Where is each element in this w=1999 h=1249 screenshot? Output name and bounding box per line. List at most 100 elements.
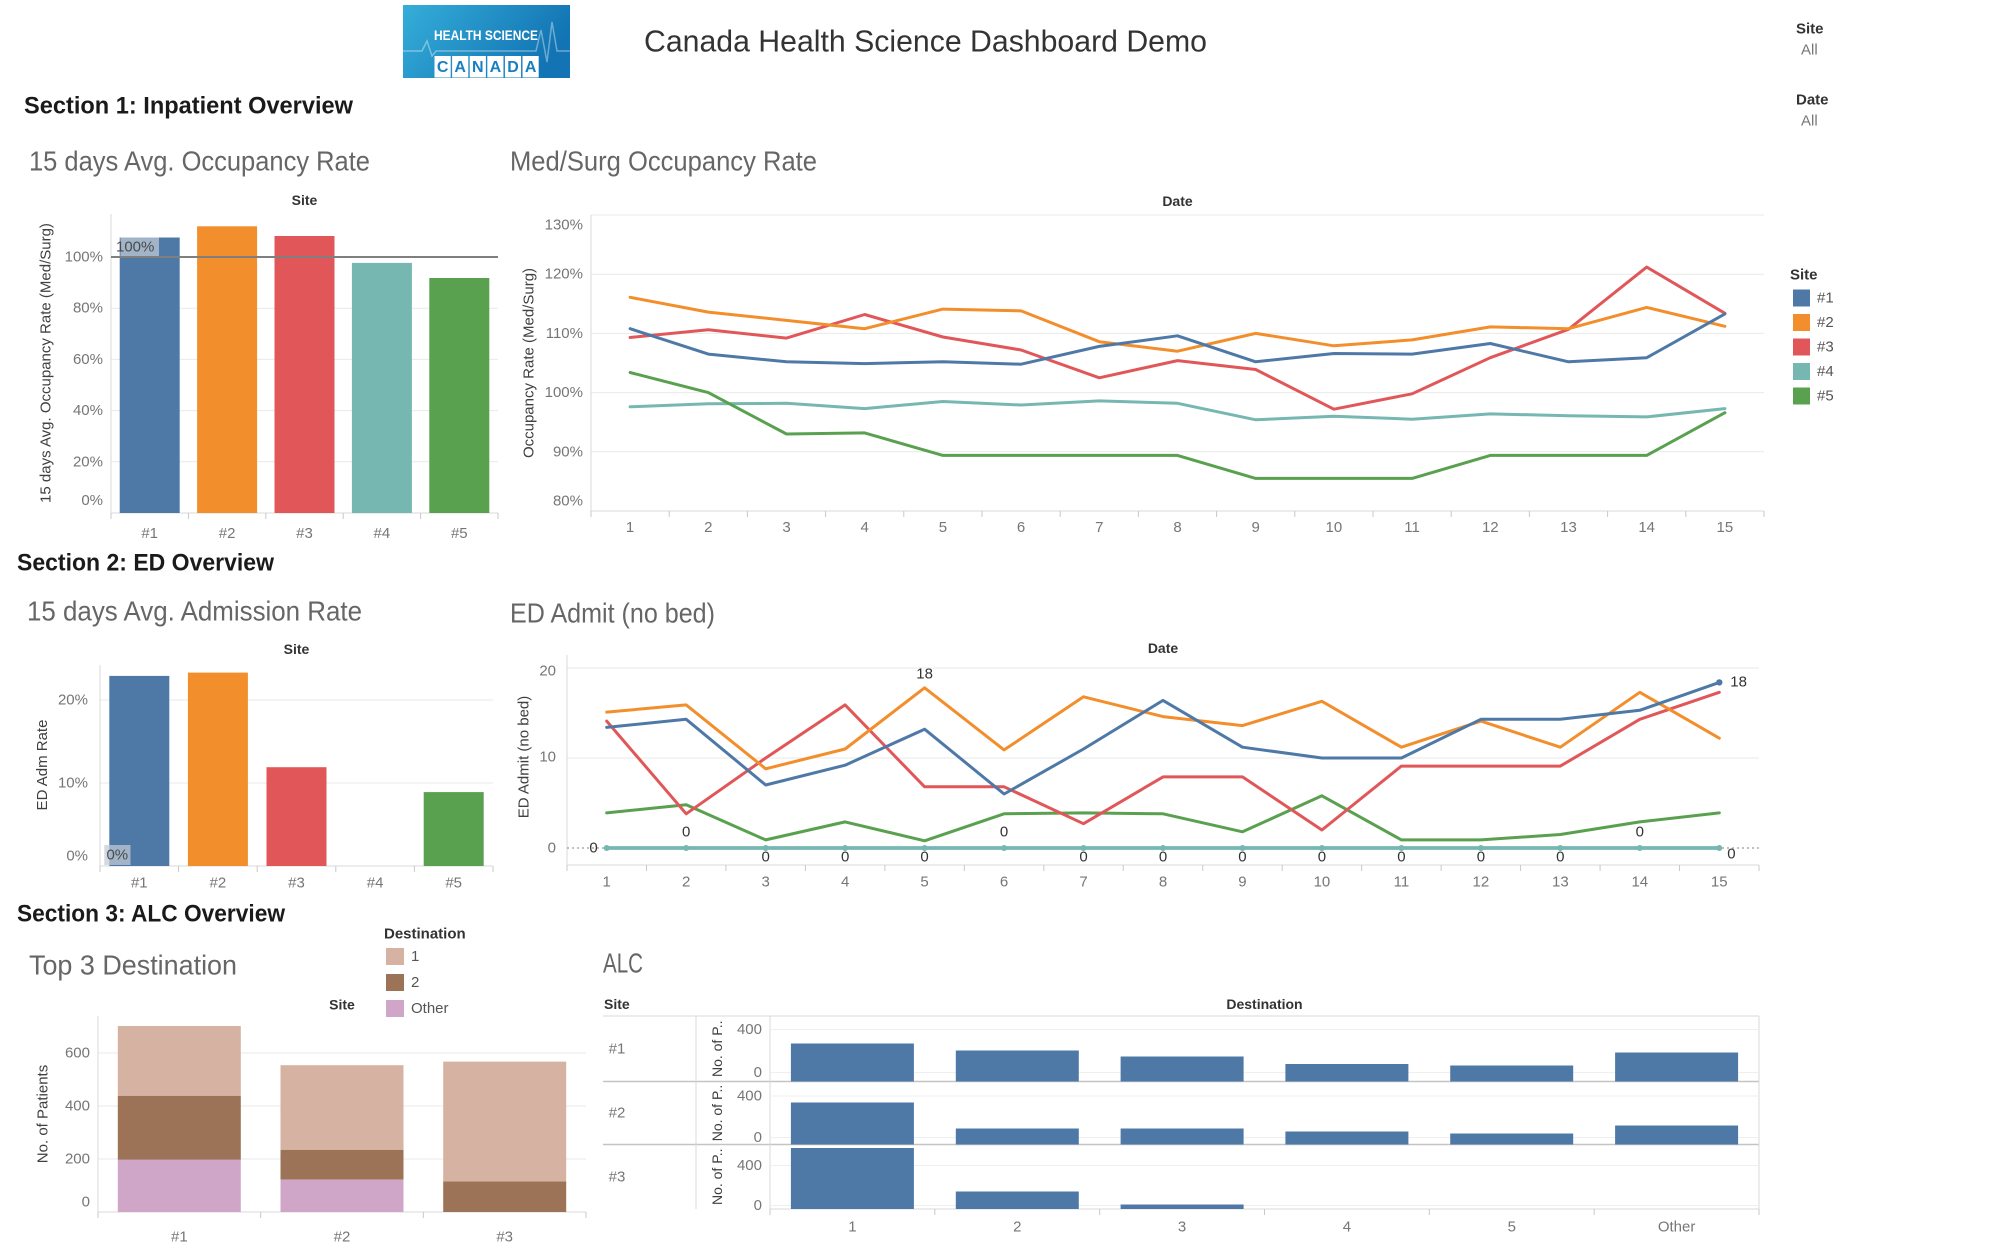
svg-text:4: 4 — [841, 874, 849, 891]
svg-text:Other: Other — [411, 1000, 449, 1017]
svg-text:#4: #4 — [367, 875, 384, 892]
svg-text:0: 0 — [754, 1064, 762, 1081]
svg-text:0%: 0% — [66, 848, 88, 865]
svg-text:#1: #1 — [131, 875, 148, 892]
svg-text:2: 2 — [682, 874, 690, 891]
svg-text:No. of P..: No. of P.. — [709, 1020, 725, 1077]
svg-text:5: 5 — [939, 519, 947, 536]
svg-text:No. of P..: No. of P.. — [709, 1148, 725, 1205]
svg-text:No. of P..: No. of P.. — [709, 1085, 725, 1142]
svg-text:7: 7 — [1079, 874, 1087, 891]
svg-text:#2: #2 — [1817, 314, 1834, 331]
svg-text:100%: 100% — [65, 249, 103, 266]
svg-text:ED Admit (no bed): ED Admit (no bed) — [510, 598, 715, 629]
svg-text:0: 0 — [1477, 849, 1485, 866]
svg-text:#3: #3 — [1817, 339, 1834, 356]
svg-text:Med/Surg Occupancy Rate: Med/Surg Occupancy Rate — [510, 146, 817, 177]
svg-text:0: 0 — [1727, 846, 1735, 863]
svg-text:#1: #1 — [171, 1229, 188, 1246]
svg-text:14: 14 — [1638, 519, 1655, 536]
svg-text:#3: #3 — [296, 525, 313, 542]
svg-text:A: A — [525, 59, 537, 76]
svg-text:20: 20 — [539, 663, 556, 680]
svg-text:#1: #1 — [609, 1040, 626, 1057]
svg-text:ED Adm Rate: ED Adm Rate — [34, 720, 51, 811]
svg-text:15: 15 — [1717, 519, 1734, 536]
svg-text:#4: #4 — [374, 525, 391, 542]
svg-text:10%: 10% — [58, 775, 88, 792]
svg-text:8: 8 — [1159, 874, 1167, 891]
svg-text:18: 18 — [916, 666, 933, 683]
svg-text:15 days Avg. Occupancy Rate: 15 days Avg. Occupancy Rate — [29, 146, 370, 177]
svg-text:4: 4 — [861, 519, 869, 536]
svg-text:1: 1 — [603, 874, 611, 891]
svg-text:Other: Other — [1658, 1219, 1696, 1236]
svg-text:100%: 100% — [545, 384, 583, 401]
svg-text:6: 6 — [1017, 519, 1025, 536]
svg-text:9: 9 — [1252, 519, 1260, 536]
svg-text:2: 2 — [1013, 1219, 1021, 1236]
svg-text:1: 1 — [848, 1219, 856, 1236]
svg-text:0%: 0% — [81, 492, 103, 509]
svg-text:15 days Avg. Admission Rate: 15 days Avg. Admission Rate — [27, 596, 362, 627]
svg-text:10: 10 — [1326, 519, 1343, 536]
svg-text:Canada Health Science Dashboar: Canada Health Science Dashboard Demo — [644, 24, 1207, 59]
svg-text:Site: Site — [1796, 21, 1824, 38]
svg-text:20%: 20% — [73, 453, 103, 470]
svg-text:8: 8 — [1173, 519, 1181, 536]
svg-text:400: 400 — [737, 1021, 762, 1038]
svg-text:0: 0 — [1238, 849, 1246, 866]
svg-text:0: 0 — [1556, 849, 1564, 866]
svg-text:130%: 130% — [545, 217, 583, 234]
svg-text:40%: 40% — [73, 402, 103, 419]
svg-text:1: 1 — [626, 519, 634, 536]
svg-text:0: 0 — [682, 824, 690, 841]
svg-text:13: 13 — [1560, 519, 1577, 536]
svg-text:#3: #3 — [288, 875, 305, 892]
svg-text:#2: #2 — [219, 525, 236, 542]
svg-text:200: 200 — [65, 1151, 90, 1168]
svg-text:0: 0 — [754, 1129, 762, 1146]
svg-text:3: 3 — [782, 519, 790, 536]
svg-text:14: 14 — [1631, 874, 1648, 891]
svg-text:#2: #2 — [334, 1229, 351, 1246]
svg-text:15: 15 — [1711, 874, 1728, 891]
svg-text:6: 6 — [1000, 874, 1008, 891]
svg-text:120%: 120% — [545, 266, 583, 283]
svg-text:Date: Date — [1162, 193, 1193, 209]
svg-text:0: 0 — [1159, 849, 1167, 866]
svg-text:0: 0 — [548, 840, 556, 857]
svg-text:A: A — [454, 59, 466, 76]
svg-text:110%: 110% — [546, 325, 583, 342]
svg-text:60%: 60% — [73, 351, 103, 368]
svg-text:D: D — [507, 59, 519, 76]
svg-text:Site: Site — [292, 192, 318, 208]
svg-text:0: 0 — [1397, 849, 1405, 866]
svg-text:400: 400 — [737, 1088, 762, 1105]
svg-text:3: 3 — [761, 874, 769, 891]
svg-text:0: 0 — [841, 849, 849, 866]
svg-text:#5: #5 — [1817, 388, 1834, 405]
svg-text:Occupancy Rate (Med/Surg): Occupancy Rate (Med/Surg) — [521, 268, 538, 458]
svg-text:#2: #2 — [210, 875, 227, 892]
svg-text:ED Admit (no bed): ED Admit (no bed) — [516, 696, 533, 819]
svg-text:13: 13 — [1552, 874, 1569, 891]
svg-text:0: 0 — [1079, 849, 1087, 866]
svg-text:5: 5 — [1508, 1219, 1516, 1236]
svg-text:11: 11 — [1404, 519, 1420, 536]
svg-text:0%: 0% — [106, 846, 128, 863]
svg-text:#2: #2 — [609, 1105, 626, 1122]
svg-text:#1: #1 — [141, 525, 158, 542]
svg-text:Section 2: ED Overview: Section 2: ED Overview — [17, 550, 274, 577]
svg-text:400: 400 — [737, 1157, 762, 1174]
svg-text:100%: 100% — [116, 239, 154, 256]
svg-text:C: C — [437, 59, 449, 76]
svg-text:5: 5 — [920, 874, 928, 891]
svg-text:0: 0 — [920, 849, 928, 866]
svg-text:600: 600 — [65, 1045, 90, 1062]
svg-text:#3: #3 — [609, 1168, 626, 1185]
svg-text:0: 0 — [589, 840, 597, 857]
svg-text:2: 2 — [411, 974, 419, 991]
svg-text:1: 1 — [411, 948, 419, 965]
svg-text:#1: #1 — [1817, 290, 1834, 307]
